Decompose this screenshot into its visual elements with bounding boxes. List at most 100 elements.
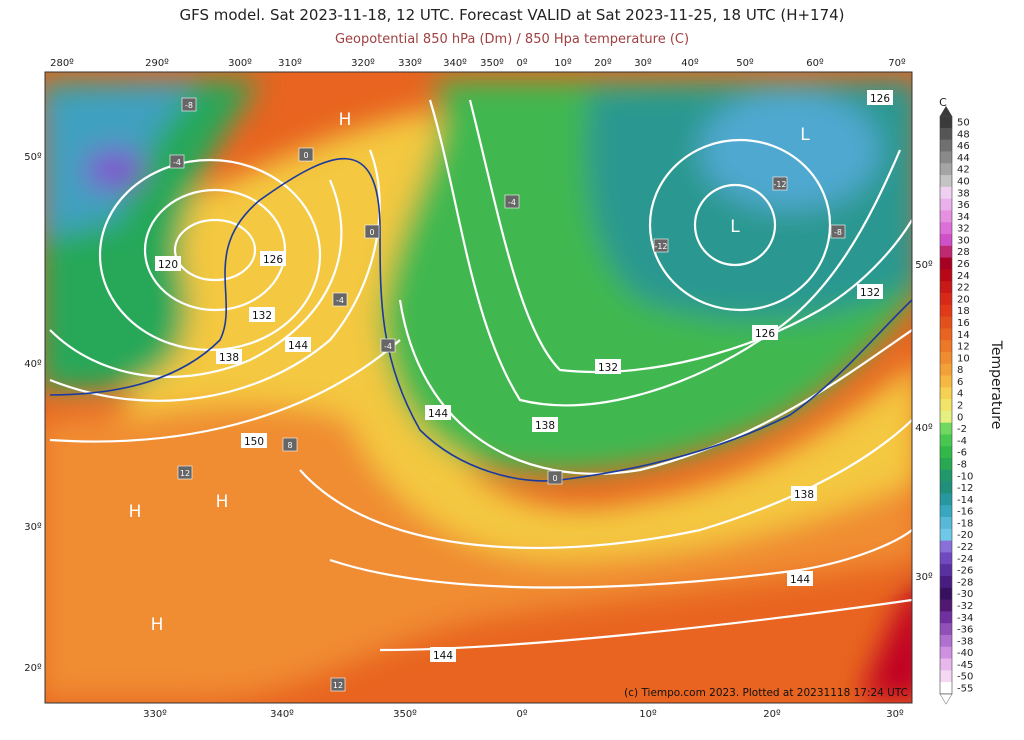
colorbar-swatch bbox=[940, 269, 952, 282]
colorbar-swatch bbox=[940, 175, 952, 188]
colorbar-swatch bbox=[940, 646, 952, 660]
colorbar-swatch bbox=[940, 139, 952, 152]
temperature-label: 0 bbox=[303, 151, 308, 160]
colorbar-swatch bbox=[940, 410, 952, 424]
temperature-label: -4 bbox=[384, 342, 392, 351]
colorbar-tick-label: 24 bbox=[957, 271, 970, 282]
colorbar-tick-label: 34 bbox=[957, 212, 970, 223]
colorbar-swatch bbox=[940, 399, 952, 412]
left-lat-label: 20º bbox=[24, 663, 42, 674]
isohypses bbox=[49, 99, 912, 652]
colorbar-swatch bbox=[940, 552, 952, 565]
contour-label: 144 bbox=[428, 408, 448, 420]
colorbar-swatch bbox=[940, 151, 952, 164]
top-lon-label: 310º bbox=[278, 58, 302, 69]
contour-label: 126 bbox=[870, 93, 890, 105]
colorbar-swatch bbox=[940, 564, 952, 577]
contour-label-box bbox=[249, 307, 275, 322]
temperature-label-box bbox=[330, 677, 346, 692]
colorbar-tick-label: -14 bbox=[957, 495, 973, 506]
pressure-center: H bbox=[339, 110, 352, 130]
colorbar-tick-label: 10 bbox=[957, 353, 970, 364]
colorbar-swatch bbox=[940, 682, 952, 695]
colorbar-swatch bbox=[940, 587, 952, 601]
right-lat-label: 40º bbox=[915, 423, 933, 434]
colorbar-swatch bbox=[940, 670, 952, 683]
temperature-label-box bbox=[298, 147, 314, 162]
colorbar-swatch bbox=[940, 599, 952, 612]
contour-label-box bbox=[857, 284, 883, 299]
contour-label-box bbox=[216, 349, 242, 364]
contour-label: 132 bbox=[252, 310, 272, 322]
colorbar-tick-label: -6 bbox=[957, 448, 967, 459]
colorbar-tick-label: 42 bbox=[957, 165, 970, 176]
colorbar-tick-label: 6 bbox=[957, 377, 963, 388]
colorbar-frame bbox=[939, 115, 953, 695]
colorbar-tick-label: -28 bbox=[957, 577, 973, 588]
top-lon-label: 50º bbox=[736, 58, 754, 69]
temperature-label-box bbox=[653, 238, 669, 253]
colorbar-tick-label: 20 bbox=[957, 294, 970, 305]
colorbar-swatch bbox=[940, 658, 952, 671]
right-lat-label: 30º bbox=[915, 572, 933, 583]
top-lon-label: 350º bbox=[480, 58, 504, 69]
top-lon-label: 280º bbox=[50, 58, 74, 69]
colorbar-tick-label: -45 bbox=[957, 660, 973, 671]
colorbar-tick-label: 16 bbox=[957, 318, 970, 329]
colorbar-tick-label: 40 bbox=[957, 176, 970, 187]
top-lon-label: 340º bbox=[443, 58, 467, 69]
colorbar-tick-label: 26 bbox=[957, 259, 970, 270]
colorbar-tick-label: -34 bbox=[957, 613, 973, 624]
colorbar-tick-label: 14 bbox=[957, 330, 970, 341]
temperature-label-box bbox=[282, 437, 298, 452]
colorbar-swatch bbox=[940, 623, 952, 636]
pressure-center: H bbox=[129, 502, 142, 522]
bottom-lon-label: 0º bbox=[516, 709, 527, 720]
colorbar-tick-label: -2 bbox=[957, 424, 967, 435]
colorbar-swatch bbox=[940, 186, 952, 200]
colorbar-tick-label: 46 bbox=[957, 141, 970, 152]
pressure-center: L bbox=[800, 125, 810, 145]
colorbar-tick-label: 50 bbox=[957, 118, 970, 129]
colorbar-tick-label: -24 bbox=[957, 554, 973, 565]
temperature-label: 0 bbox=[552, 474, 557, 483]
colorbar-swatch bbox=[940, 257, 952, 270]
top-lon-label: 330º bbox=[398, 58, 422, 69]
colorbar-swatch bbox=[940, 163, 952, 176]
colorbar-swatch bbox=[940, 434, 952, 447]
colorbar-swatch bbox=[940, 634, 952, 648]
colorbar-swatch bbox=[940, 517, 952, 530]
bottom-lon-label: 10º bbox=[639, 709, 657, 720]
colorbar-tick-label: -26 bbox=[957, 566, 973, 577]
colorbar-tick-label: -16 bbox=[957, 507, 973, 518]
colorbar-swatch bbox=[940, 316, 952, 329]
colorbar-swatch bbox=[940, 446, 952, 459]
temperature-label: 12 bbox=[180, 469, 190, 478]
colorbar-swatch bbox=[940, 505, 952, 518]
colorbar-swatch bbox=[940, 375, 952, 388]
colorbar-tick-label: -12 bbox=[957, 483, 973, 494]
colorbar-tick-label: 44 bbox=[957, 153, 970, 164]
contour-label-box bbox=[532, 417, 558, 432]
temperature-label: 0 bbox=[369, 228, 374, 237]
colorbar-tick-label: 22 bbox=[957, 283, 970, 294]
colorbar-tick-label: 38 bbox=[957, 188, 970, 199]
colorbar-swatch bbox=[940, 363, 952, 377]
temperature-label-box bbox=[181, 97, 197, 112]
colorbar-swatch bbox=[940, 304, 952, 318]
colorbar-tick-label: 48 bbox=[957, 129, 970, 140]
colorbar-swatch bbox=[940, 116, 952, 129]
pressure-center: L bbox=[730, 217, 740, 237]
contour-label: 138 bbox=[794, 489, 814, 501]
top-lon-label: 320º bbox=[351, 58, 375, 69]
contour-label: 144 bbox=[790, 574, 810, 586]
contour-label-box bbox=[260, 251, 286, 266]
temperature-label: -8 bbox=[834, 228, 842, 237]
subtitle: Geopotential 850 hPa (Dm) / 850 Hpa temp… bbox=[335, 32, 689, 47]
contour-label: 132 bbox=[860, 287, 880, 299]
colorbar-swatch bbox=[940, 458, 952, 471]
contour-label-box bbox=[241, 433, 267, 448]
colorbar-bottom-arrow bbox=[939, 693, 953, 705]
contour-label: 150 bbox=[244, 436, 264, 448]
